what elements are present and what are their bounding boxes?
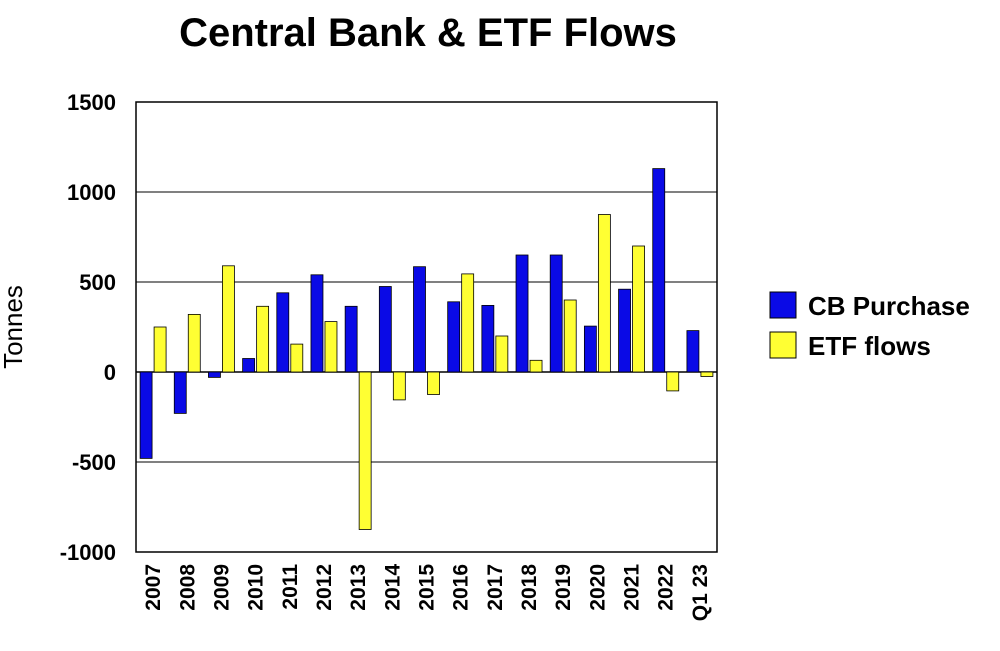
x-tick-label: 2019 [552,564,575,611]
bar-cb-purchase [208,371,221,378]
bar-cb-purchase [481,304,495,373]
x-tick-label: 2012 [313,564,336,611]
bar-etf-flows [358,371,372,530]
x-tick-label: 2011 [279,564,302,610]
x-tick-label: 2016 [450,564,473,611]
bar-cb-purchase [583,325,597,373]
bar-etf-flows [597,214,611,373]
x-tick-label: 2022 [655,564,678,611]
bar-etf-flows [256,305,270,373]
bar-etf-flows [632,245,645,373]
bar-etf-flows [495,335,509,373]
plot-frame [135,101,718,553]
legend-label: ETF flows [808,331,931,361]
legend: CB Purchase ETF flows [769,291,970,361]
legend-label: CB Purchase [808,291,970,321]
bar-series [139,168,714,530]
y-tick-label: -500 [72,450,116,475]
bar-etf-flows [392,371,406,401]
bar-cb-purchase [618,288,631,373]
bar-cb-purchase [276,292,290,373]
bar-cb-purchase [447,301,461,373]
bar-cb-purchase [378,286,392,373]
legend-swatch [769,331,797,359]
bar-cb-purchase [413,266,426,373]
x-tick-label: 2020 [586,564,609,611]
chart-title: Central Bank & ETF Flows [179,11,677,55]
y-tick-label: 1500 [67,90,116,115]
x-tick-label: 2014 [381,564,404,611]
x-tick-label: 2015 [416,564,439,611]
legend-swatch [769,291,797,319]
bar-cb-purchase [549,254,563,373]
bar-etf-flows [563,299,577,373]
x-tick-label: Q1 23 [689,564,712,621]
bar-cb-purchase [344,305,358,373]
bar-etf-flows [324,321,338,373]
bar-cb-purchase [515,254,529,373]
bar-cb-purchase [686,330,700,373]
bar-cb-purchase [173,371,187,414]
bar-etf-flows [529,359,543,373]
x-axis-ticks: 2007 2008 2009 2010 2011 2012 2013 2014 2015 2016… [142,564,712,622]
y-tick-label: 1000 [67,180,116,205]
y-tick-label: 500 [79,270,116,295]
bar-etf-flows [461,273,475,373]
bar-cb-purchase [652,168,666,373]
bar-etf-flows [427,371,440,395]
x-tick-label: 2017 [484,564,507,611]
x-tick-label: 2010 [245,564,268,611]
y-tick-label: 0 [104,360,116,385]
x-tick-label: 2009 [210,564,233,611]
bar-etf-flows [700,371,714,377]
bar-etf-flows [222,265,235,373]
y-axis-label: Tonnes [0,285,28,369]
x-tick-label: 2018 [518,564,541,611]
bar-etf-flows [153,326,167,373]
x-tick-label: 2007 [142,564,165,611]
x-tick-label: 2013 [347,564,370,611]
bar-etf-flows [666,371,680,392]
x-tick-label: 2021 [621,564,644,611]
x-tick-label: 2008 [176,564,199,611]
y-axis-ticks: 1500 1000 500 0 -500 -1000 [60,90,116,565]
bar-cb-purchase [242,358,256,373]
bar-etf-flows [187,313,201,373]
y-tick-label: -1000 [60,540,116,565]
bar-etf-flows [290,343,304,373]
bar-cb-purchase [310,274,324,373]
bar-cb-purchase [139,371,153,459]
